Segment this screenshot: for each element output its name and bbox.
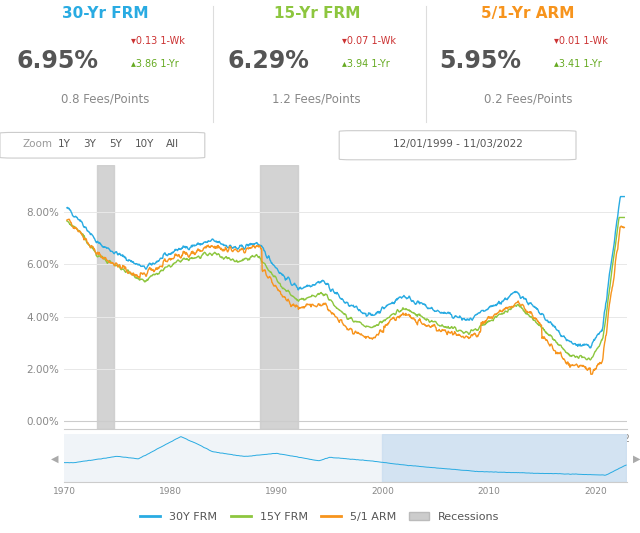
- Text: ▶: ▶: [633, 454, 640, 463]
- Text: All: All: [166, 139, 180, 149]
- Bar: [260, 165, 298, 429]
- Text: ▾0.13 1-Wk: ▾0.13 1-Wk: [131, 36, 185, 46]
- Legend: 30Y FRM, 15Y FRM, 5/1 ARM, Recessions: 30Y FRM, 15Y FRM, 5/1 ARM, Recessions: [136, 507, 504, 527]
- Text: 5Y: 5Y: [109, 139, 122, 149]
- Text: 10Y: 10Y: [134, 139, 154, 149]
- Text: ◀: ◀: [51, 454, 58, 463]
- Text: 30-Yr FRM: 30-Yr FRM: [62, 6, 149, 21]
- Text: ▴3.41 1-Yr: ▴3.41 1-Yr: [554, 59, 602, 69]
- Text: ▾0.01 1-Wk: ▾0.01 1-Wk: [554, 36, 607, 46]
- Text: 1.2 Fees/Points: 1.2 Fees/Points: [273, 92, 361, 105]
- Bar: [381, 434, 626, 482]
- Text: 5.95%: 5.95%: [439, 49, 521, 72]
- Text: 5/1-Yr ARM: 5/1-Yr ARM: [481, 6, 575, 21]
- Text: ▴3.94 1-Yr: ▴3.94 1-Yr: [342, 59, 390, 69]
- Text: 15-Yr FRM: 15-Yr FRM: [274, 6, 360, 21]
- Text: 12/01/1999 - 11/03/2022: 12/01/1999 - 11/03/2022: [393, 139, 522, 149]
- Text: 6.95%: 6.95%: [17, 49, 99, 72]
- Text: 0.8 Fees/Points: 0.8 Fees/Points: [61, 92, 150, 105]
- Text: 0.2 Fees/Points: 0.2 Fees/Points: [484, 92, 572, 105]
- FancyBboxPatch shape: [0, 132, 205, 158]
- Text: 6.29%: 6.29%: [228, 49, 310, 72]
- Text: Zoom: Zoom: [22, 139, 52, 149]
- Text: 1Y: 1Y: [58, 139, 70, 149]
- Text: 3Y: 3Y: [83, 139, 96, 149]
- FancyBboxPatch shape: [339, 131, 576, 160]
- Text: ▾0.07 1-Wk: ▾0.07 1-Wk: [342, 36, 396, 46]
- Text: ▴3.86 1-Yr: ▴3.86 1-Yr: [131, 59, 179, 69]
- Bar: [97, 165, 114, 429]
